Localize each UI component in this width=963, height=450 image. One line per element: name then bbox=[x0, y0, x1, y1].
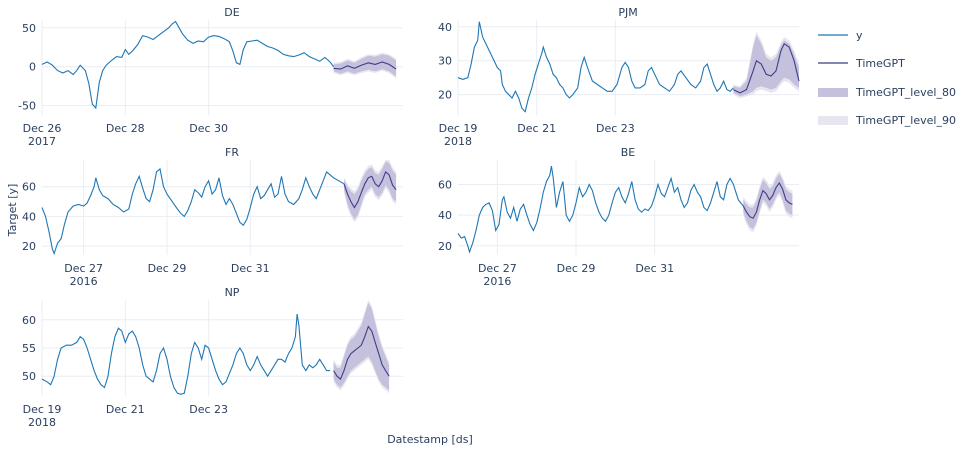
legend: y TimeGPT TimeGPT_level_80 TimeGPT_level… bbox=[818, 29, 956, 127]
x-tick-label: Dec 19 bbox=[439, 122, 478, 135]
series-y-np bbox=[41, 314, 331, 395]
y-tick-label: 55 bbox=[22, 342, 36, 355]
x-tick-label: Dec 28 bbox=[106, 122, 145, 135]
gridlines bbox=[458, 160, 799, 255]
y-tick-label: 50 bbox=[22, 370, 36, 383]
y-tick-label: -50 bbox=[18, 100, 36, 113]
panel-title-be: BE bbox=[621, 146, 636, 159]
series-y-pjm bbox=[457, 21, 734, 113]
x-tick-label: Dec 29 bbox=[557, 262, 596, 275]
band-level-80-np bbox=[333, 302, 390, 391]
y-tick-label: 50 bbox=[22, 22, 36, 35]
x-tick-year-label: 2016 bbox=[483, 275, 511, 288]
x-axis-title: Datestamp [ds] bbox=[387, 433, 473, 446]
x-tick-label: Dec 23 bbox=[596, 122, 635, 135]
x-tick-label: Dec 31 bbox=[231, 262, 270, 275]
panel-title-np: NP bbox=[225, 286, 240, 299]
y-tick-label: 20 bbox=[438, 240, 452, 253]
band-level-80-de bbox=[333, 54, 397, 77]
legend-item-level-90[interactable]: TimeGPT_level_90 bbox=[818, 114, 956, 127]
legend-item-timegpt[interactable]: TimeGPT bbox=[818, 57, 905, 70]
y-tick-label: 0 bbox=[29, 61, 36, 74]
x-tick-year-label: 2018 bbox=[444, 135, 472, 148]
legend-item-y[interactable]: y bbox=[818, 29, 863, 42]
x-tick-label: Dec 21 bbox=[106, 403, 145, 416]
x-tick-label: Dec 23 bbox=[189, 403, 228, 416]
series-y-fr bbox=[41, 167, 345, 256]
series-timegpt-de bbox=[333, 61, 397, 70]
series-y-de bbox=[41, 20, 335, 110]
x-tick-label: Dec 27 bbox=[64, 262, 103, 275]
panel-title-de: DE bbox=[224, 6, 239, 19]
y-tick-label: 60 bbox=[22, 181, 36, 194]
y-tick-label: 40 bbox=[438, 21, 452, 34]
x-tick-label: Dec 27 bbox=[478, 262, 517, 275]
y-axis-title: Target [y] bbox=[6, 184, 19, 238]
x-tick-label: Dec 30 bbox=[189, 122, 228, 135]
legend-label-y: y bbox=[856, 29, 863, 42]
y-tick-label: 60 bbox=[22, 314, 36, 327]
y-tick-label: 60 bbox=[438, 179, 452, 192]
series-timegpt-pjm bbox=[733, 42, 800, 94]
band-level-80-be bbox=[743, 173, 793, 229]
x-tick-label: Dec 31 bbox=[635, 262, 674, 275]
band-level-80-pjm bbox=[733, 35, 799, 97]
y-tick-label: 20 bbox=[22, 240, 36, 253]
series-y-be bbox=[457, 166, 744, 254]
series-timegpt-np bbox=[333, 325, 390, 381]
panel-title-fr: FR bbox=[225, 146, 239, 159]
x-tick-label: Dec 26 bbox=[23, 122, 62, 135]
x-tick-year-label: 2018 bbox=[28, 416, 56, 429]
panel-title-pjm: PJM bbox=[618, 6, 637, 19]
y-tick-label: 40 bbox=[22, 210, 36, 223]
y-tick-label: 20 bbox=[438, 89, 452, 102]
y-tick-label: 40 bbox=[438, 209, 452, 222]
legend-label-level-90: TimeGPT_level_90 bbox=[855, 114, 956, 127]
x-tick-label: Dec 29 bbox=[148, 262, 187, 275]
x-tick-year-label: 2017 bbox=[28, 135, 56, 148]
band-level-80-fr bbox=[344, 161, 397, 220]
series-timegpt-be bbox=[742, 181, 793, 219]
legend-label-timegpt: TimeGPT bbox=[855, 57, 905, 70]
x-tick-label: Dec 21 bbox=[517, 122, 556, 135]
legend-label-level-80: TimeGPT_level_80 bbox=[855, 86, 956, 99]
x-tick-year-label: 2016 bbox=[70, 275, 98, 288]
y-tick-label: 30 bbox=[438, 55, 452, 68]
series-timegpt-fr bbox=[343, 170, 397, 209]
legend-item-level-80[interactable]: TimeGPT_level_80 bbox=[818, 86, 956, 99]
x-tick-label: Dec 19 bbox=[23, 403, 62, 416]
